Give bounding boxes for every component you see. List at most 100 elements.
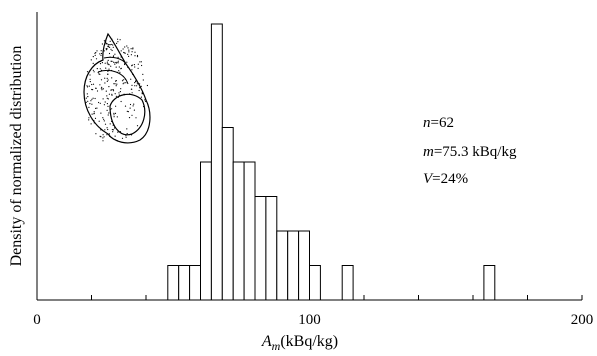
shell-stipple-dot xyxy=(134,51,136,53)
shell-stipple-dot xyxy=(123,94,125,96)
shell-stipple-dot xyxy=(114,53,116,55)
shell-stipple-dot xyxy=(141,93,143,95)
shell-stipple-dot xyxy=(89,78,91,80)
shell-stipple-dot xyxy=(98,120,100,122)
shell-stipple-dot xyxy=(85,97,87,99)
shell-stipple-dot xyxy=(88,117,90,119)
shell-stipple-dot xyxy=(114,83,116,85)
shell-stipple-dot xyxy=(116,62,118,64)
shell-stipple-dot xyxy=(136,83,138,85)
shell-stipple-dot xyxy=(115,139,117,141)
shell-stipple-dot xyxy=(91,113,93,115)
shell-stipple-dot xyxy=(118,70,120,72)
shell-stipple-dot xyxy=(119,91,121,93)
shell-stipple-dot xyxy=(132,48,134,50)
shell-stipple-dot xyxy=(128,55,130,58)
shell-stipple-dot xyxy=(126,133,128,135)
stat-m: m=75.3 kBq/kg xyxy=(423,144,517,160)
shell-stipple-dot xyxy=(97,71,99,74)
shell-stipple-dot xyxy=(105,90,107,92)
shell-stipple-dot xyxy=(139,83,141,85)
shell-stipple-dot xyxy=(114,112,117,114)
shell-stipple-dot xyxy=(111,38,113,40)
shell-stipple-dot xyxy=(105,40,107,42)
x-axis-ticks: 0 100 200 xyxy=(33,295,593,328)
shell-stipple-dot xyxy=(106,80,108,82)
shell-stipple-dot xyxy=(99,135,101,137)
shell-stipple-dot xyxy=(116,42,118,45)
shell-stipple-dot xyxy=(95,58,98,60)
shell-stipple-dot xyxy=(108,93,110,95)
shell-stipple-dot xyxy=(131,84,133,86)
shell-stipple-dot xyxy=(114,135,116,137)
shell-stipple-dot xyxy=(124,105,127,107)
shell-stipple-dot xyxy=(108,68,110,70)
shell-stipple-dot xyxy=(98,73,100,75)
shell-stipple-dot xyxy=(143,105,145,108)
shell-stipple-dot xyxy=(126,110,128,112)
shell-stipple-dot xyxy=(96,107,98,109)
shell-stipple-dot xyxy=(131,92,133,94)
shell-stipple-dot xyxy=(106,103,108,105)
shell-stipple-dot xyxy=(123,82,125,84)
shell-stipple-dot xyxy=(100,87,102,89)
shell-stipple-dot xyxy=(120,56,122,58)
histogram-bar-14 xyxy=(341,265,354,301)
shell-stipple-dot xyxy=(140,96,142,98)
shell-stipple-dot xyxy=(99,68,101,70)
shell-stipple-dot xyxy=(108,52,111,55)
shell-stipple-dot xyxy=(115,85,117,87)
shell-stipple-dot xyxy=(110,48,112,50)
shell-stipple-dot xyxy=(91,98,93,100)
shell-stipple-dot xyxy=(111,77,113,79)
x-tick-label: 100 xyxy=(298,312,321,328)
shell-stipple-dot xyxy=(130,134,133,136)
histogram-bar-6 xyxy=(232,161,245,301)
shell-stipple-dot xyxy=(117,38,119,40)
shell-stipple-dot xyxy=(122,79,124,81)
shell-stipple-dot xyxy=(120,88,122,90)
histogram-bar-7 xyxy=(243,161,256,301)
shell-stipple-dot xyxy=(106,63,108,65)
shell-stipple-dot xyxy=(110,65,112,67)
shell-stipple-dot xyxy=(107,128,109,131)
shell-stipple-dot xyxy=(89,103,91,105)
shell-stipple-dot xyxy=(106,95,108,97)
shell-stipple-dot xyxy=(144,99,146,101)
shell-stipple-dot xyxy=(91,103,93,105)
shell-stipple-dot xyxy=(109,108,111,110)
histogram-bar-10 xyxy=(276,230,289,301)
shell-stipple-dot xyxy=(122,83,124,85)
shell-stipple-dot xyxy=(124,78,126,80)
shell-stipple-dot xyxy=(111,60,113,63)
shell-stipple-dot xyxy=(127,66,129,68)
shell-stipple-dot xyxy=(100,52,103,55)
shell-stipple-dot xyxy=(136,56,139,58)
histogram-bar-4 xyxy=(210,23,223,301)
shell-stipple-dot xyxy=(116,116,118,118)
shell-stipple-dot xyxy=(103,50,105,52)
shell-stipple-dot xyxy=(112,129,115,131)
shell-stipple-dot xyxy=(86,93,88,95)
shell-stipple-dot xyxy=(132,73,134,75)
shell-stipple-dot xyxy=(131,88,133,90)
shell-stipple-dot xyxy=(99,60,101,63)
shell-stipple-dot xyxy=(94,54,96,57)
shell-stipple-dot xyxy=(100,69,103,71)
shell-stipple-dot xyxy=(93,122,95,124)
shell-stipple-dot xyxy=(117,60,119,62)
shell-stipple-dot xyxy=(102,117,104,119)
shell-stipple-dot xyxy=(88,85,90,87)
shell-stipple-dot xyxy=(137,67,139,69)
shell-stipple-dot xyxy=(107,70,109,72)
shell-stipple-dot xyxy=(127,111,129,113)
shell-stipple-dot xyxy=(119,131,121,133)
shell-stipple-dot xyxy=(114,93,116,95)
shell-stipple-dot xyxy=(145,100,147,102)
shell-stipple-dot xyxy=(99,53,101,55)
shell-stipple-dot xyxy=(118,92,120,94)
histogram-bar-13 xyxy=(309,265,321,301)
shell-stipple-dot xyxy=(129,93,131,95)
shell-stipple-dot xyxy=(101,62,103,64)
shell-stipple-dot xyxy=(115,80,117,82)
